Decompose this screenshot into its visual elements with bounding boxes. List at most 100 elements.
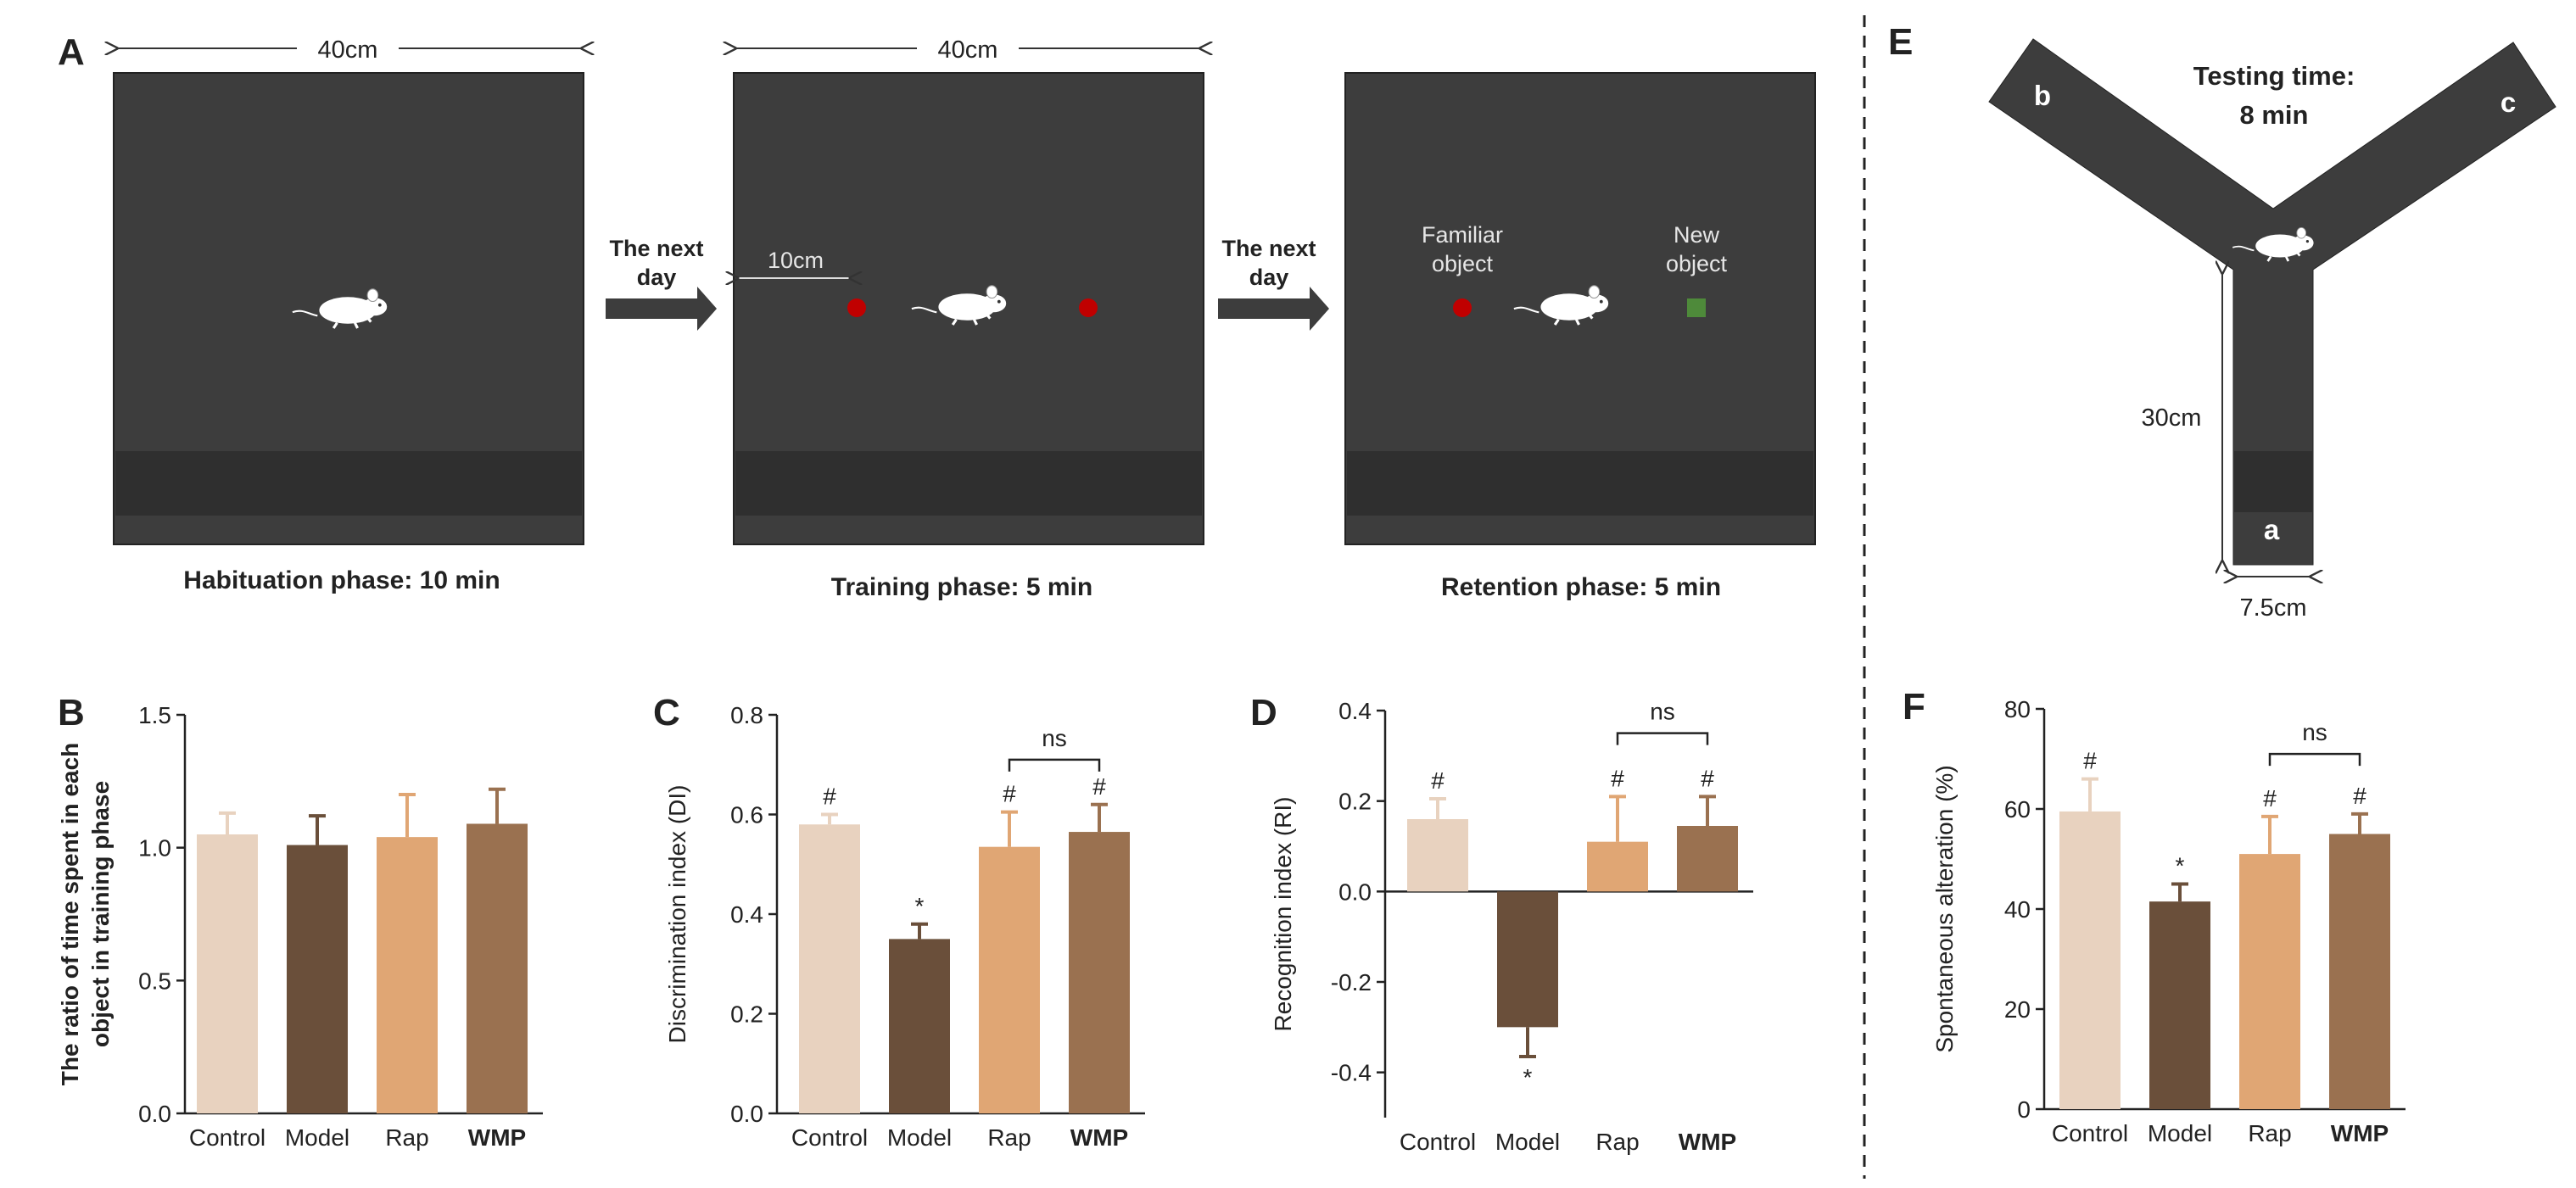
new-object-label-line2: object	[1666, 251, 1728, 276]
y-tick-label: 80	[2004, 696, 2031, 722]
bar-model	[287, 845, 348, 1113]
arm-b-label: b	[2034, 80, 2051, 111]
panel-a: A 40cm 40cm The next day 10cm The next d…	[58, 31, 1816, 601]
y-tick-label: 40	[2004, 896, 2031, 923]
y-tick-label: 1.0	[138, 835, 171, 862]
x-tick-label: Control	[791, 1124, 868, 1151]
panel-label-a: A	[58, 31, 85, 73]
chart-d: D -0.4 -0.2 0.0 0.2 0.4 Recognition index (RI)…	[1250, 692, 1753, 1155]
phase-1-title: Habituation phase: 10 min	[183, 566, 500, 594]
testing-time-line2: 8 min	[2240, 100, 2309, 130]
y-tick-label: 20	[2004, 996, 2031, 1023]
arm-c-label: c	[2501, 86, 2516, 118]
arrow-2-text-line2: day	[1249, 265, 1289, 290]
significance-mark: #	[1092, 773, 1106, 800]
y-axis-title: Spontaneous alteration (%)	[1931, 765, 1958, 1052]
significance-mark: #	[1003, 781, 1016, 807]
significance-mark: *	[915, 893, 925, 919]
y-tick-label: 0.2	[1338, 789, 1372, 815]
y-tick-label: -0.4	[1331, 1060, 1372, 1086]
ns-label: ns	[2302, 719, 2327, 745]
arrow-1-text-line1: The next	[609, 236, 703, 261]
arena-training-floor	[735, 451, 1202, 516]
x-tick-label: Model	[1495, 1129, 1560, 1155]
panel-e: E b c a Testing time: 8 min 30cm 7.5cm	[1888, 21, 2556, 622]
x-tick-label: Control	[189, 1124, 265, 1151]
arena-habituation-floor	[115, 451, 582, 516]
x-tick-label: WMP	[1070, 1124, 1128, 1151]
panel-label-f: F	[1903, 686, 1925, 728]
x-tick-label: WMP	[1679, 1129, 1736, 1155]
significance-mark: #	[2263, 785, 2277, 812]
arena-retention-floor	[1347, 451, 1813, 516]
bar-rap	[377, 837, 438, 1113]
testing-time-line1: Testing time:	[2193, 61, 2355, 91]
y-tick-label: 0.2	[730, 1001, 763, 1028]
y-tick-label: 0.6	[730, 802, 763, 828]
bar-rap	[979, 846, 1040, 1113]
ns-label: ns	[1042, 725, 1067, 751]
y-tick-label: 0.8	[730, 702, 763, 728]
x-tick-label: Rap	[987, 1124, 1031, 1151]
x-tick-label: WMP	[468, 1124, 526, 1151]
panel-label-b: B	[58, 692, 85, 733]
bar-model	[2149, 901, 2210, 1109]
significance-mark: #	[2353, 783, 2366, 809]
ns-bracket	[2268, 752, 2361, 767]
arena-2-width-label: 40cm	[938, 36, 998, 64]
bar-rap	[1587, 841, 1648, 892]
x-tick-label: Control	[2052, 1120, 2128, 1146]
bar-wmp	[1677, 826, 1738, 892]
bar-control	[799, 824, 860, 1113]
y-tick-label: 0	[2017, 1096, 2031, 1123]
ns-bracket	[1616, 732, 1709, 745]
maze-length-label: 30cm	[2142, 404, 2202, 432]
y-tick-label: 0.0	[1338, 878, 1372, 905]
bar-wmp	[2329, 834, 2390, 1109]
y-tick-label: 0.0	[730, 1101, 763, 1127]
significance-mark: #	[1431, 767, 1444, 794]
phase-2-title: Training phase: 5 min	[831, 573, 1092, 601]
object-left	[847, 298, 866, 317]
bar-control	[1407, 819, 1468, 892]
phase-3-title: Retention phase: 5 min	[1441, 573, 1721, 601]
arm-a-label: a	[2264, 514, 2280, 545]
significance-mark: *	[2176, 853, 2185, 879]
familiar-object-label-line1: Familiar	[1422, 222, 1503, 248]
x-tick-label: Rap	[1595, 1129, 1639, 1155]
x-tick-label: Model	[285, 1124, 349, 1151]
y-tick-label: 0.4	[1338, 698, 1372, 724]
object-right	[1079, 298, 1098, 317]
y-axis-title: Discrimination index (DI)	[664, 785, 690, 1044]
significance-mark: #	[2083, 748, 2097, 774]
bar-wmp	[467, 823, 528, 1113]
chart-b: B 0.0 0.5 1.0 1.5 The ratio of time spent in …	[57, 692, 543, 1151]
significance-mark: #	[1611, 765, 1624, 791]
y-tick-label: -0.2	[1331, 969, 1372, 996]
arena-1-width-label: 40cm	[318, 36, 378, 64]
y-axis-title: Recognition index (RI)	[1270, 796, 1296, 1031]
x-tick-label: WMP	[2331, 1120, 2389, 1146]
chart-f: F 0 20 40 60 80 Spontaneous alteration (%) Cont…	[1903, 686, 2406, 1146]
new-object-label-line1: New	[1674, 222, 1720, 248]
arrow-1-text-line2: day	[637, 265, 677, 290]
ns-bracket	[1008, 758, 1101, 772]
next-day-arrow-2	[1218, 287, 1329, 331]
panel-label-c: C	[653, 692, 680, 733]
bar-model	[889, 939, 950, 1113]
significance-mark: *	[1523, 1064, 1533, 1090]
distance-label: 10cm	[768, 248, 824, 273]
bar-rap	[2239, 854, 2300, 1109]
bar-control	[197, 834, 258, 1113]
new-object	[1687, 298, 1706, 317]
familiar-object-label-line2: object	[1432, 251, 1494, 276]
y-tick-label: 60	[2004, 796, 2031, 823]
x-tick-label: Rap	[2248, 1120, 2291, 1146]
bar-control	[2059, 811, 2121, 1109]
x-tick-label: Control	[1400, 1129, 1476, 1155]
maze-width-label: 7.5cm	[2240, 594, 2307, 622]
bar-model	[1497, 891, 1558, 1028]
chart-c: C 0.0 0.2 0.4 0.6 0.8 Discrimination index (DI…	[653, 692, 1145, 1151]
significance-mark: #	[1701, 765, 1714, 791]
